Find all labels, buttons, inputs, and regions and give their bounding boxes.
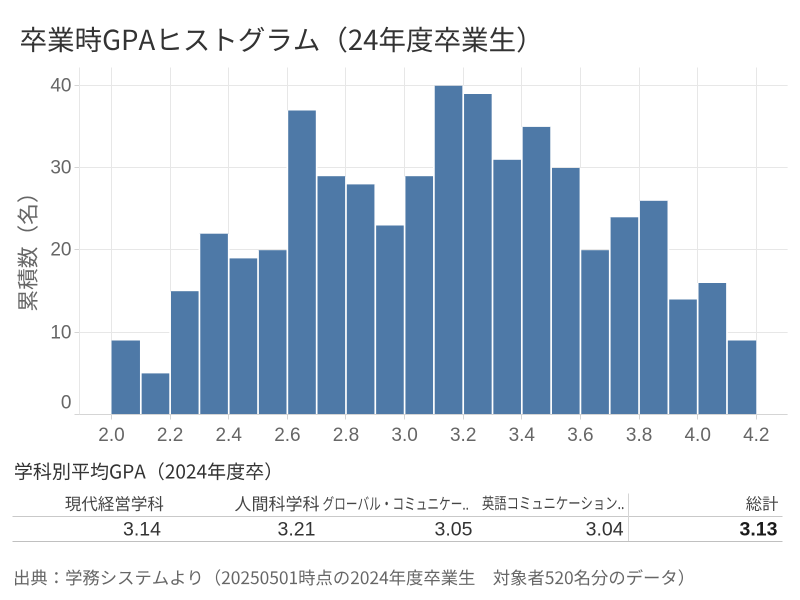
svg-text:2.8: 2.8 — [333, 425, 359, 446]
svg-text:3.05: 3.05 — [435, 519, 473, 541]
svg-text:20: 20 — [50, 240, 71, 261]
svg-text:2.4: 2.4 — [215, 425, 242, 446]
svg-text:30: 30 — [50, 158, 71, 179]
svg-text:0: 0 — [61, 393, 72, 414]
svg-text:3.2: 3.2 — [450, 425, 476, 446]
svg-text:2.2: 2.2 — [157, 425, 183, 446]
svg-text:3.04: 3.04 — [586, 519, 624, 541]
svg-text:3.21: 3.21 — [278, 519, 316, 541]
svg-text:3.14: 3.14 — [123, 519, 161, 541]
svg-text:10: 10 — [50, 323, 71, 344]
svg-text:3.13: 3.13 — [740, 519, 778, 541]
svg-text:3.4: 3.4 — [509, 425, 536, 446]
svg-text:4.2: 4.2 — [743, 425, 769, 446]
svg-text:4.0: 4.0 — [684, 425, 710, 446]
svg-text:2.6: 2.6 — [274, 425, 300, 446]
svg-text:40: 40 — [50, 76, 71, 97]
svg-text:2.0: 2.0 — [98, 425, 124, 446]
svg-text:3.8: 3.8 — [626, 425, 652, 446]
svg-text:3.0: 3.0 — [391, 425, 417, 446]
svg-text:3.6: 3.6 — [567, 425, 593, 446]
